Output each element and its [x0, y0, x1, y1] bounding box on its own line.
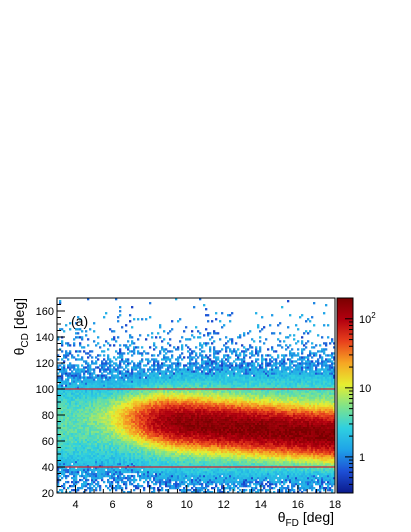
x-tick-label: 12 — [218, 499, 230, 511]
y-tick-label: 160 — [36, 306, 54, 318]
y-tick-label: 20 — [42, 488, 54, 500]
x-axis-title-unit: [deg] — [303, 509, 334, 525]
y-tick-label: 60 — [42, 436, 54, 448]
x-tick-label: 18 — [329, 499, 341, 511]
y-axis-title-symbol: θ — [11, 347, 27, 355]
x-tick-label: 16 — [292, 499, 304, 511]
y-axis-title: θCD [deg] — [11, 298, 31, 355]
x-tick-label: 8 — [147, 499, 153, 511]
z-tick-label: 10 — [359, 383, 371, 395]
x-tick-label: 14 — [255, 499, 267, 511]
x-axis: 4 6 8 10 12 14 16 18 — [56, 485, 341, 511]
y-tick-label: 80 — [42, 410, 54, 422]
z-tick-label: 1 — [359, 452, 365, 464]
x-axis-title: θFD [deg] — [278, 509, 334, 529]
y-axis: 20 40 60 80 100 120 140 160 — [36, 297, 65, 500]
cut-lines — [57, 388, 335, 468]
y-tick-label: 100 — [36, 384, 54, 396]
y-axis-title-unit: [deg] — [11, 298, 27, 329]
x-axis-title-subscript: FD — [286, 518, 299, 529]
panel-label: (a) — [71, 313, 88, 329]
y-tick-label: 140 — [36, 332, 54, 344]
color-bar-ticks: 1 10 102 — [345, 297, 376, 494]
y-axis-title-subscript: CD — [20, 333, 31, 347]
x-tick-label: 10 — [181, 499, 193, 511]
x-tick-label: 6 — [110, 499, 116, 511]
heatmap-cells — [57, 298, 335, 493]
y-tick-label: 120 — [36, 358, 54, 370]
z-tick-label: 102 — [359, 311, 376, 326]
y-tick-label: 40 — [42, 462, 54, 474]
x-tick-label: 4 — [72, 499, 78, 511]
x-axis-title-symbol: θ — [278, 509, 286, 525]
color-bar: 1 10 102 — [336, 297, 376, 494]
